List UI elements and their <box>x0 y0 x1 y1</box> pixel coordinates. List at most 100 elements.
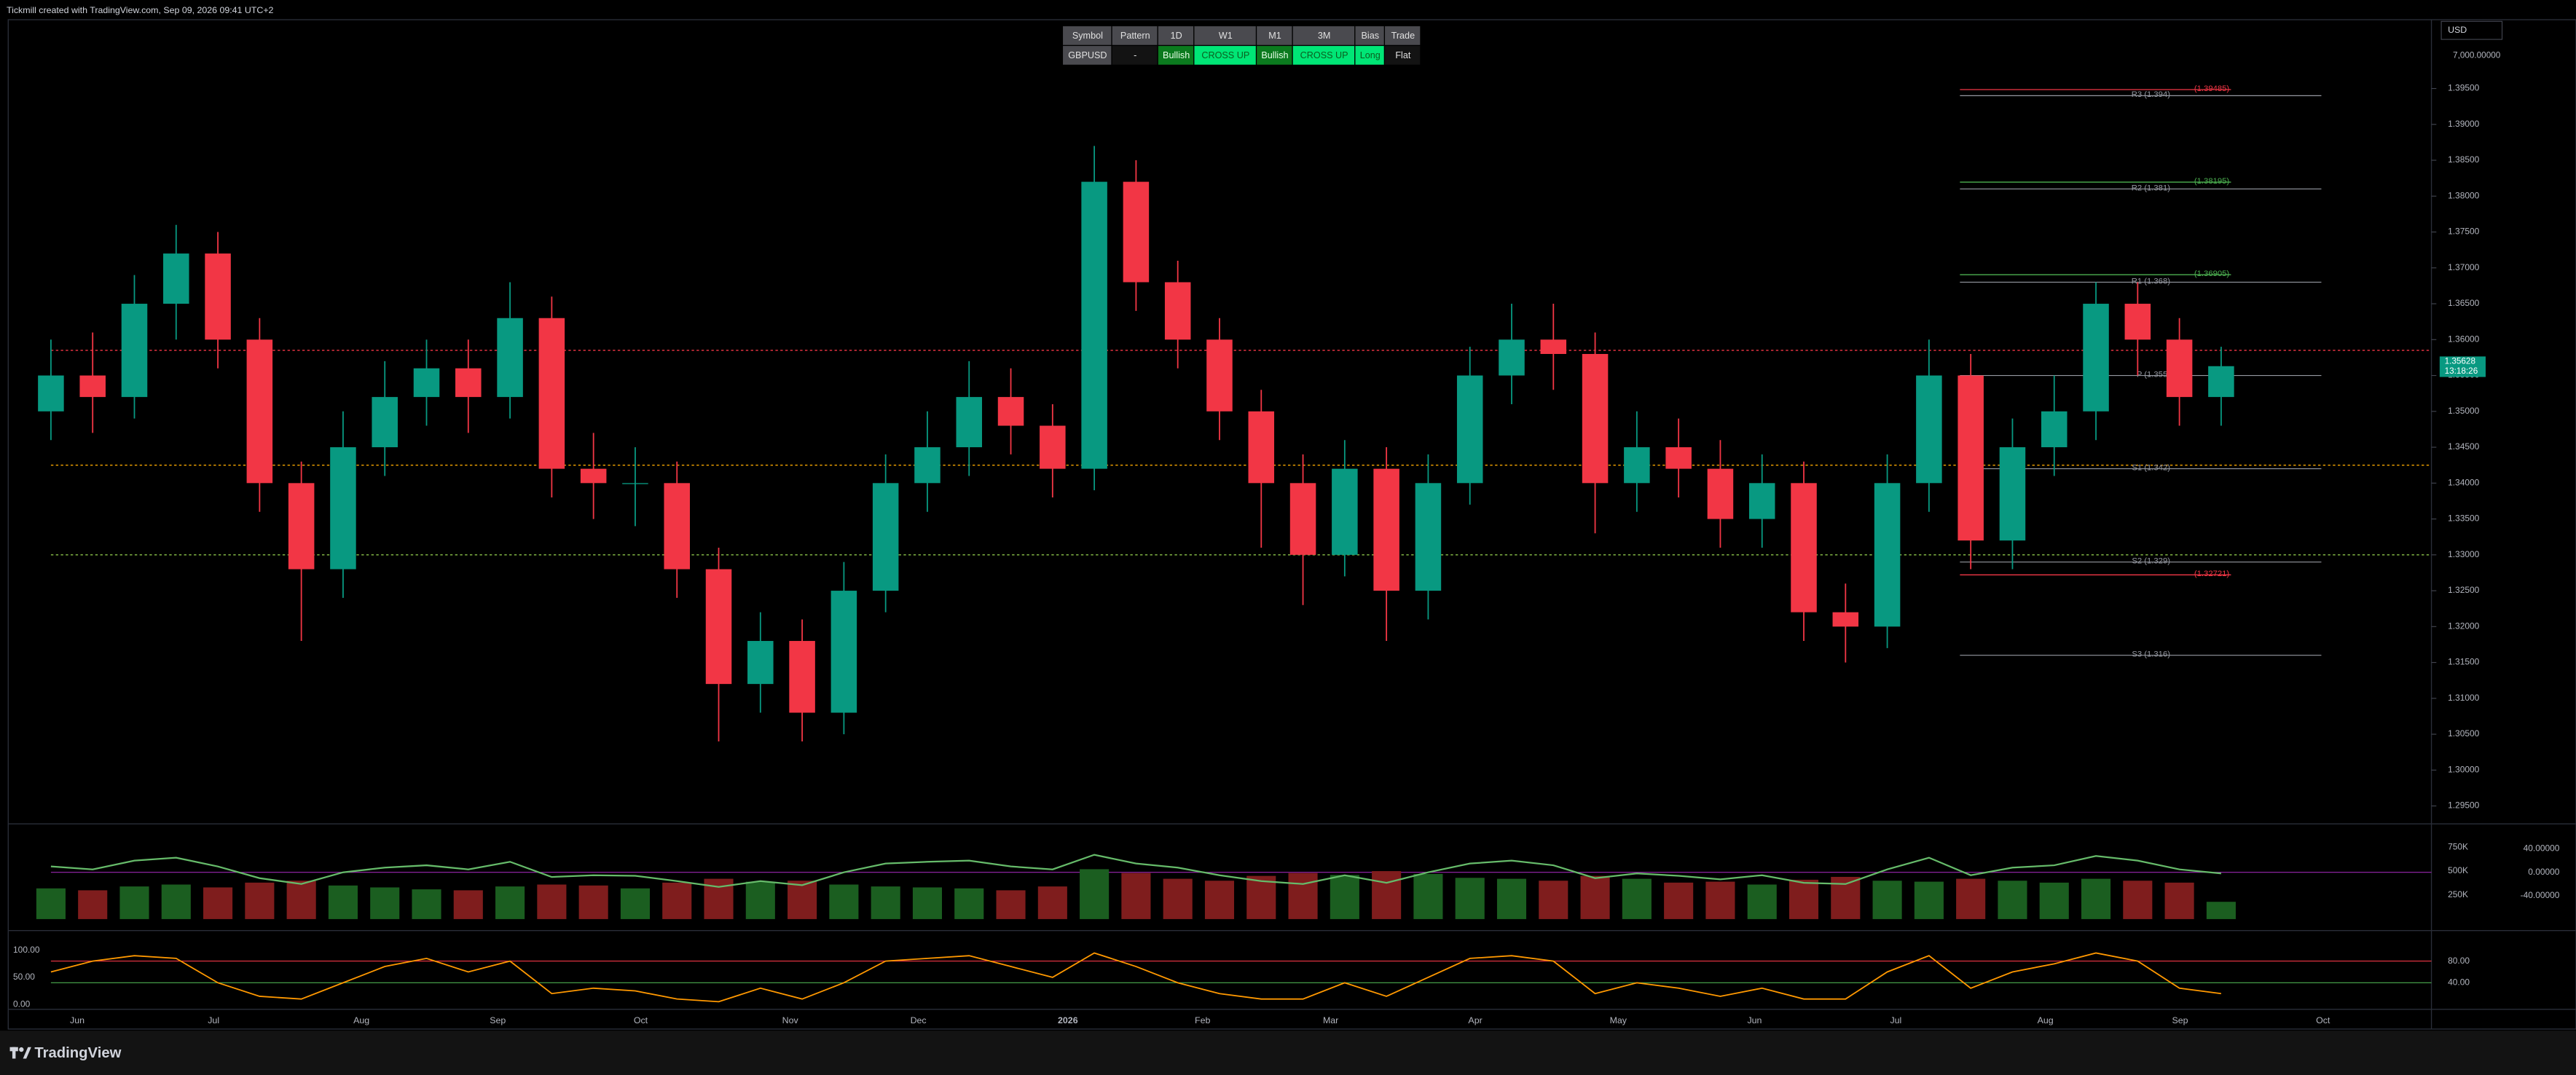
volume-bar <box>2206 902 2236 919</box>
volume-bar <box>1372 871 1402 919</box>
table-header: 1D <box>1171 31 1182 41</box>
y-tick-label: 1.39500 <box>2448 83 2480 93</box>
candle-body <box>2166 339 2193 398</box>
scale-label: 7,000.00000 <box>2453 51 2501 60</box>
table-value: Bullish <box>1163 50 1190 60</box>
candle-body <box>2208 366 2234 398</box>
volume-bar <box>245 882 275 919</box>
candle-body <box>914 447 941 484</box>
table-cell <box>1112 46 1158 65</box>
volume-bar <box>912 887 943 919</box>
candle-body <box>1832 612 1859 627</box>
candle-body <box>705 569 732 685</box>
pivot-label: R3 (1.394) <box>2132 90 2170 99</box>
candle-body <box>789 641 815 713</box>
table-cell <box>1385 46 1421 65</box>
currency[interactable]: USD <box>2448 25 2467 35</box>
pivot-label: S3 (1.316) <box>2132 650 2170 659</box>
volume-bar <box>286 881 316 919</box>
candle-body <box>1957 375 1984 541</box>
candle-body <box>1748 483 1775 519</box>
table-header: Pattern <box>1120 31 1150 41</box>
x-tick-label: Jul <box>1890 1015 1901 1025</box>
x-tick-label: 2026 <box>1058 1015 1078 1025</box>
volume-bar <box>119 886 149 919</box>
x-tick-label: Jun <box>1747 1015 1762 1025</box>
pivot-label: R1 (1.368) <box>2132 277 2170 286</box>
candle-body <box>2041 411 2068 448</box>
x-tick-label: May <box>1610 1015 1627 1025</box>
volume-bar <box>1496 878 1527 919</box>
x-tick-label: Oct <box>634 1015 648 1025</box>
volume-bar <box>370 887 400 919</box>
x-tick-label: Mar <box>1323 1015 1338 1025</box>
volume-bar <box>1539 881 1568 919</box>
y-tick-label: 1.32500 <box>2448 585 2480 595</box>
table-cell <box>1355 46 1384 65</box>
candle-body <box>1248 411 1275 484</box>
candle-body <box>997 397 1024 426</box>
volume-tick-label: 750K <box>2448 841 2468 851</box>
volume-bar <box>662 882 692 919</box>
momentum-tick-label: 0.00000 <box>2528 867 2560 877</box>
volume-bar <box>78 890 108 919</box>
volume-bar <box>1246 875 1276 919</box>
y-tick-label: 1.37000 <box>2448 262 2480 272</box>
table-cell <box>1257 46 1292 65</box>
pivot-label: P (1.355) <box>2137 370 2170 379</box>
candle-body <box>1499 339 1525 376</box>
volume-bar <box>829 884 859 919</box>
table-value: GBPUSD <box>1068 50 1107 60</box>
candle-body <box>2124 304 2151 340</box>
candle-body <box>1582 354 1609 484</box>
y-tick-label: 1.35000 <box>2448 406 2480 416</box>
volume-bar <box>412 889 441 919</box>
candle-body <box>288 483 315 570</box>
stoch-tick-label: 0.00 <box>13 999 31 1009</box>
stoch-tick-label: 100.00 <box>13 945 40 955</box>
volume-bar <box>2081 878 2111 919</box>
footer-bar <box>0 1031 2576 1075</box>
volume-bar <box>871 886 900 919</box>
y-tick-label: 1.33500 <box>2448 513 2480 524</box>
y-tick-label: 1.37500 <box>2448 227 2480 237</box>
volume-bar <box>1121 873 1151 919</box>
candle-body <box>1289 483 1316 555</box>
x-tick-label: Sep <box>2172 1015 2188 1025</box>
y-tick-label: 1.30500 <box>2448 728 2480 739</box>
table-value: Long <box>1360 50 1381 60</box>
band-label: (1.38195) <box>2194 177 2229 186</box>
volume-bar <box>745 881 775 919</box>
candle-body <box>747 641 774 685</box>
volume-tick-label: 250K <box>2448 889 2468 899</box>
stoch-band-label: 40.00 <box>2448 977 2470 988</box>
candle-body <box>246 339 273 484</box>
volume-bar <box>1664 882 1694 919</box>
candle-body <box>1040 425 1066 469</box>
price-tag <box>2439 356 2486 377</box>
y-tick-label: 1.39000 <box>2448 119 2480 129</box>
volume-bar <box>1413 874 1443 919</box>
volume-bar <box>1747 884 1777 919</box>
table-header-cell <box>1257 26 1292 45</box>
candle-body <box>622 483 648 484</box>
table-cell <box>1063 46 1112 65</box>
volume-bar <box>1163 878 1193 919</box>
volume-bar <box>788 881 817 919</box>
candle-body <box>1415 483 1442 591</box>
table-value: Flat <box>1395 50 1411 60</box>
volume-bar <box>1872 881 1902 919</box>
y-tick-label: 1.36000 <box>2448 334 2480 344</box>
y-tick-label: 1.38500 <box>2448 154 2480 165</box>
y-tick-label: 1.31500 <box>2448 657 2480 667</box>
currency-box[interactable] <box>2440 20 2503 40</box>
table-cell <box>1292 46 1355 65</box>
volume-bar <box>2123 881 2153 919</box>
candle-body <box>413 368 440 398</box>
x-tick-label: Jun <box>70 1015 85 1025</box>
candle-body <box>1332 468 1358 555</box>
y-tick-label: 1.31000 <box>2448 693 2480 703</box>
volume-bar <box>1914 881 1944 919</box>
candle-body <box>872 483 899 591</box>
